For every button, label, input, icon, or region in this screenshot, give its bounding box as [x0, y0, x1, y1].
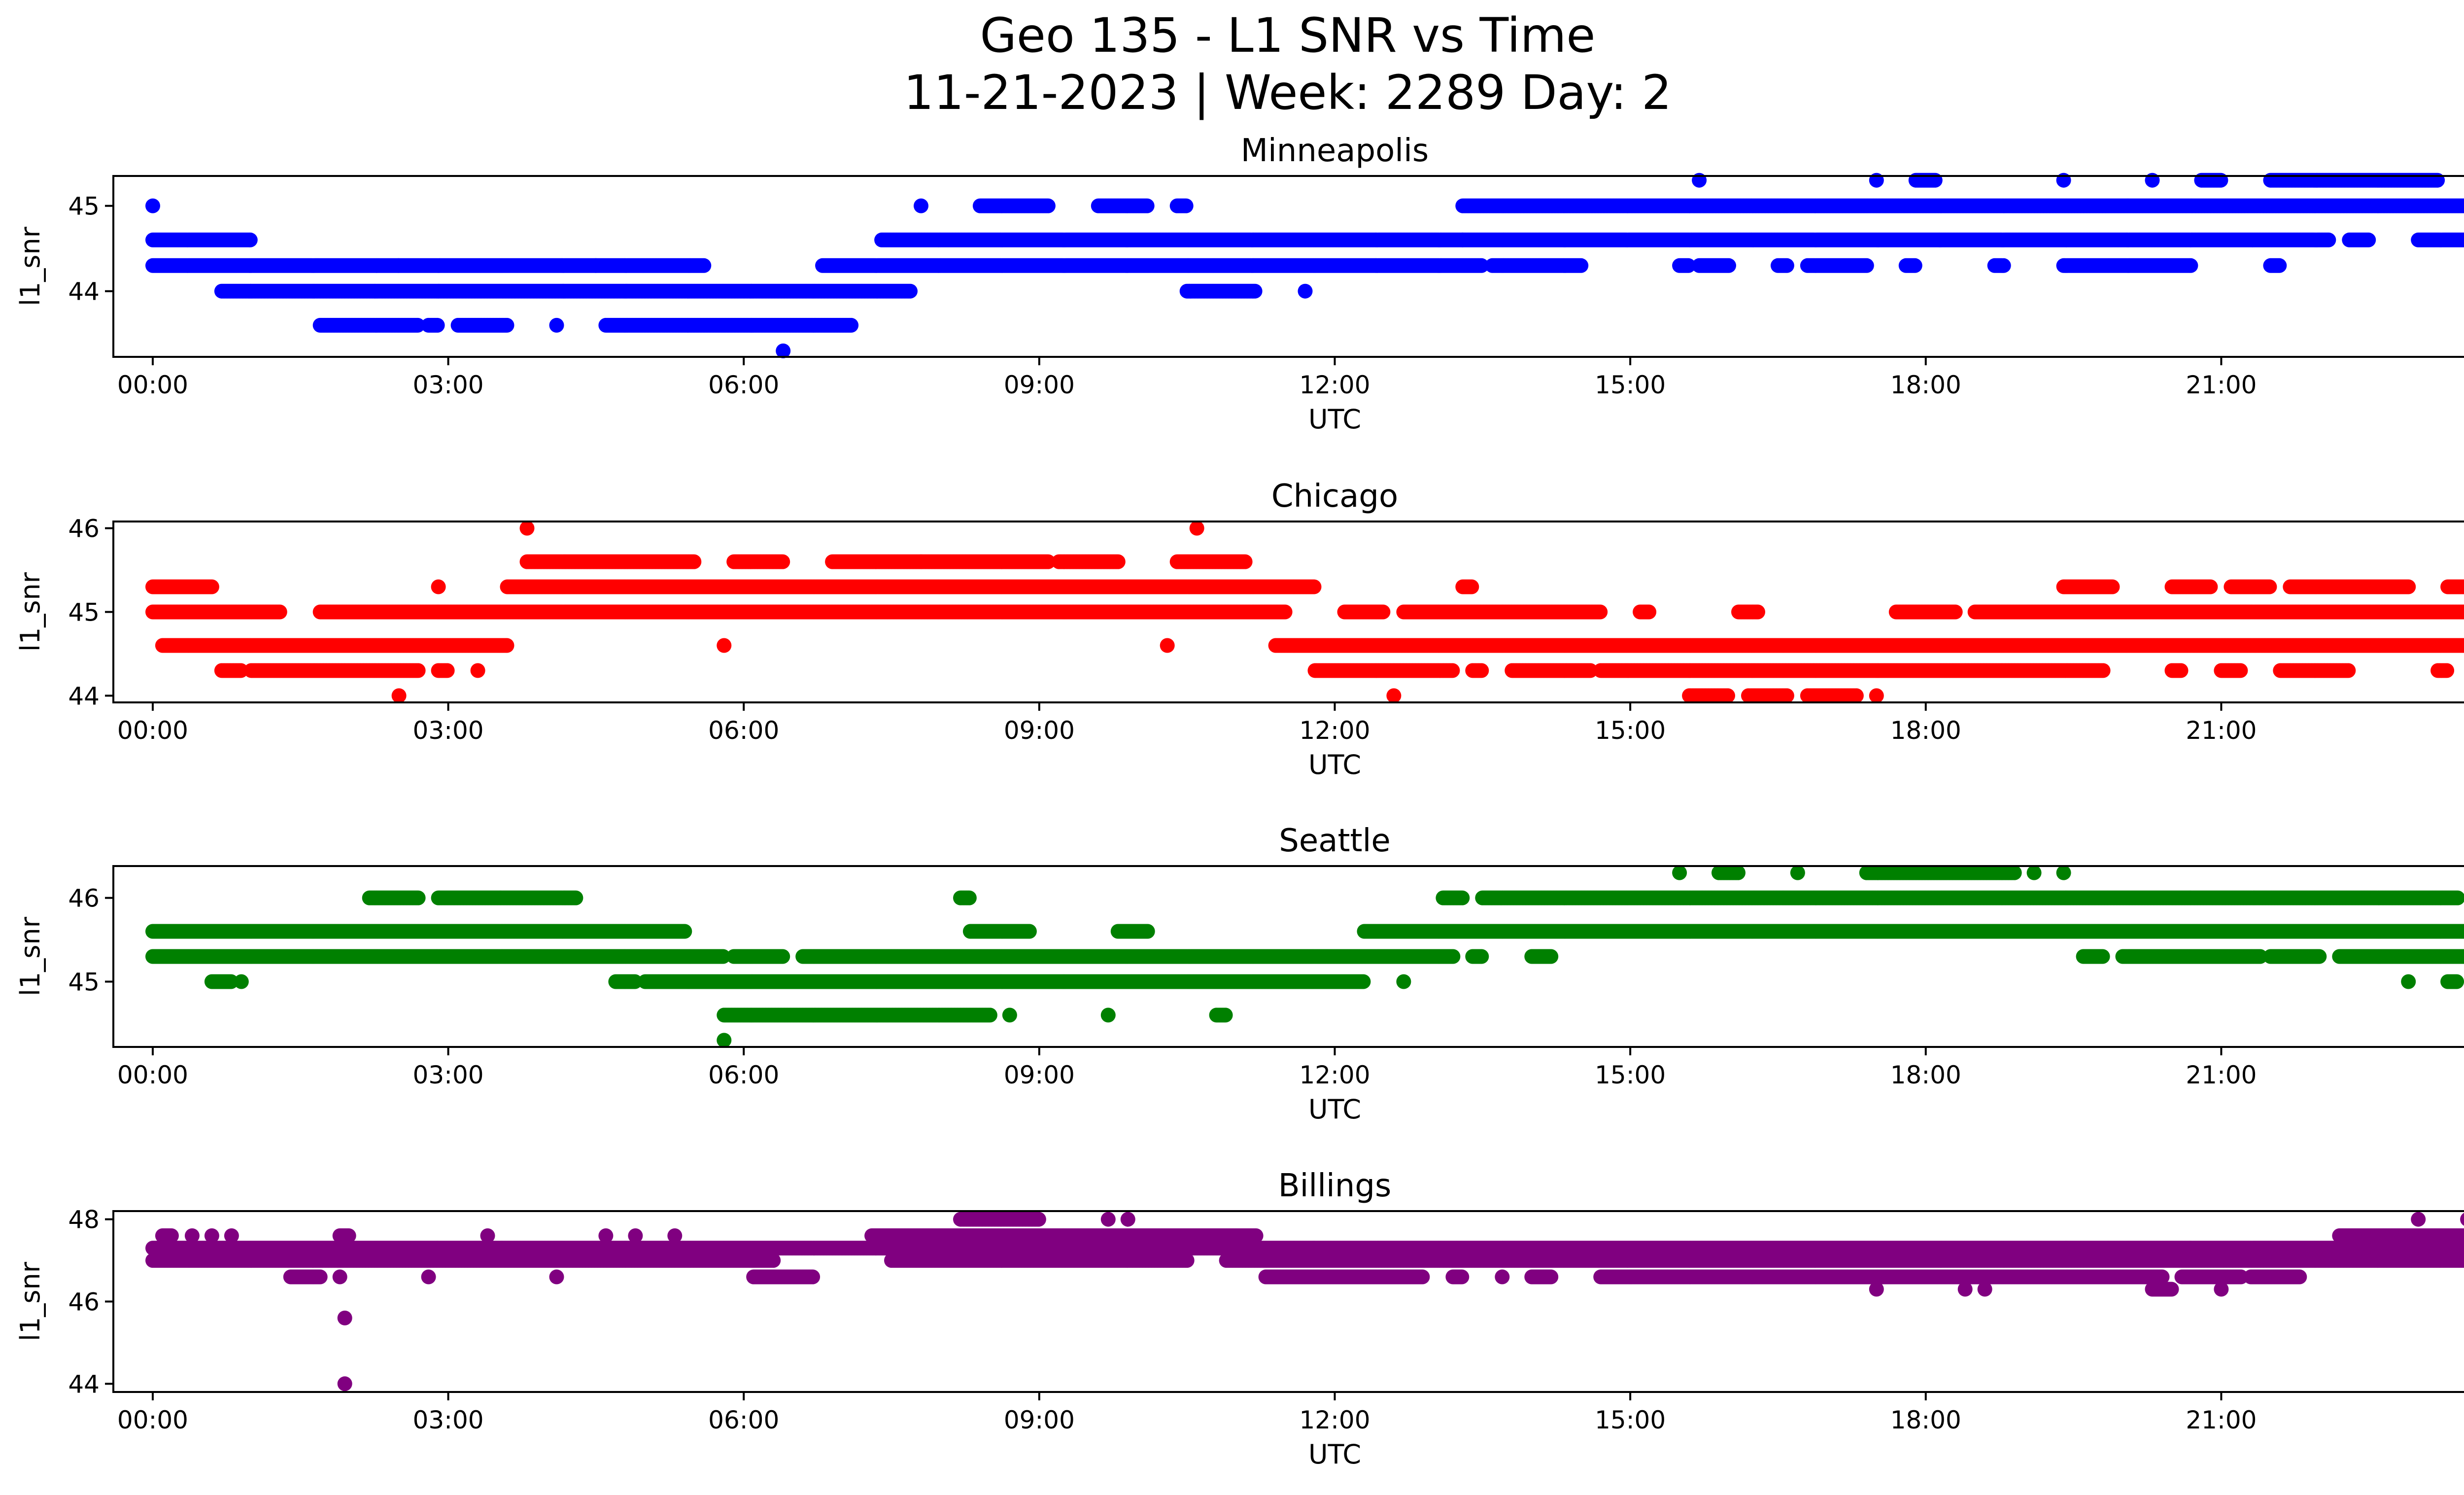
data-point — [1750, 604, 1765, 620]
x-tick-label: 06:00 — [708, 371, 779, 399]
x-tick-label: 09:00 — [1004, 371, 1075, 399]
data-point — [844, 317, 859, 333]
data-point — [272, 604, 287, 620]
data-points — [145, 173, 2464, 358]
data-point — [2321, 232, 2336, 247]
data-point — [696, 258, 712, 273]
data-point — [2361, 232, 2376, 247]
data-point — [1907, 258, 1922, 273]
data-point — [1375, 604, 1391, 620]
data-point — [1948, 604, 1963, 620]
data-point — [242, 232, 258, 247]
data-point — [145, 198, 160, 213]
data-point — [1593, 604, 1608, 620]
data-point — [1247, 283, 1263, 299]
y-tick-label: 45 — [68, 192, 100, 221]
data-point — [1139, 198, 1155, 213]
x-tick-label: 12:00 — [1299, 371, 1370, 399]
data-point — [1574, 258, 1589, 273]
x-tick-label: 18:00 — [1890, 371, 1961, 399]
data-point — [1178, 198, 1194, 213]
data-point — [1642, 604, 1657, 620]
data-point — [2183, 258, 2198, 273]
data-point — [914, 198, 928, 213]
data-point — [1859, 258, 1874, 273]
data-point — [430, 317, 445, 333]
x-tick-label: 21:00 — [2186, 371, 2257, 399]
x-tick-label: 03:00 — [413, 371, 484, 399]
data-point — [1298, 283, 1313, 299]
subplot-title: Chicago — [1271, 478, 1398, 515]
figure-title-line-1: Geo 135 - L1 SNR vs Time — [980, 8, 1596, 63]
x-axis-label: UTC — [1308, 404, 1361, 435]
data-point — [2272, 258, 2287, 273]
data-point — [903, 283, 918, 299]
data-point — [1040, 198, 1056, 213]
data-point — [1277, 604, 1293, 620]
data-points — [145, 521, 2464, 703]
data-point — [1996, 258, 2011, 273]
data-point — [1721, 258, 1736, 273]
data-point — [1779, 258, 1794, 273]
figure-title-line-2: 11-21-2023 | Week: 2289 Day: 2 — [903, 65, 1672, 120]
subplot-title: Minneapolis — [1241, 133, 1429, 169]
subplot-minneapolis: Minneapolis 00:00 03:00 06:00 09:00 12:00 15:0… — [15, 133, 2464, 435]
y-tick-label: 44 — [68, 278, 100, 306]
x-tick-label: 00:00 — [117, 371, 188, 399]
data-point — [499, 317, 514, 333]
data-point — [549, 317, 564, 333]
x-tick-label: 15:00 — [1595, 371, 1666, 399]
y-axis-label: l1_snr — [15, 226, 46, 306]
